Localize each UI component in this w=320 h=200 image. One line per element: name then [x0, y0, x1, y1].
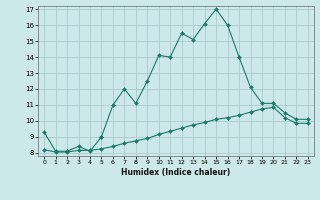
X-axis label: Humidex (Indice chaleur): Humidex (Indice chaleur): [121, 168, 231, 177]
